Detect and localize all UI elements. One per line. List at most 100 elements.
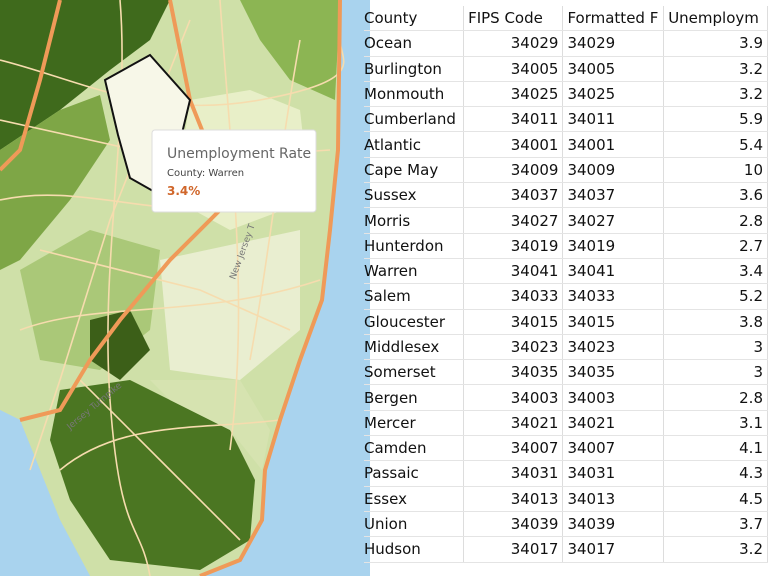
cell[interactable]: 34005 (463, 56, 564, 82)
cell[interactable]: 34023 (463, 334, 564, 361)
table-row: Monmouth 34025 34025 3.2 (364, 81, 768, 108)
cell[interactable]: 3.9 (663, 30, 768, 57)
cell[interactable]: Burlington (364, 56, 465, 82)
cell[interactable]: 5.9 (663, 106, 768, 133)
cell[interactable]: 3.8 (663, 309, 768, 335)
cell[interactable]: FIPS Code (463, 6, 564, 32)
cell[interactable]: 34037 (562, 182, 665, 209)
region (240, 0, 340, 100)
cell[interactable]: Hudson (364, 536, 465, 563)
cell[interactable]: County (364, 6, 465, 32)
cell[interactable]: 34039 (463, 511, 564, 538)
cell[interactable]: Mercer (364, 410, 465, 437)
cell[interactable]: Cape May (364, 157, 465, 184)
cell[interactable]: Bergen (364, 384, 465, 411)
cell[interactable]: 5.4 (663, 131, 768, 158)
cell[interactable]: 3.7 (663, 511, 768, 538)
table-row: Passaic 34031 34031 4.3 (364, 460, 768, 487)
cell[interactable]: 3.4 (663, 258, 768, 285)
cell[interactable]: 34021 (562, 410, 665, 437)
cell[interactable]: Morris (364, 207, 465, 234)
table-row: Ocean 34029 34029 3.9 (364, 30, 768, 57)
cell[interactable]: 3.6 (663, 182, 768, 209)
cell[interactable]: 34041 (562, 258, 665, 285)
cell[interactable]: 34029 (562, 30, 665, 57)
cell[interactable]: Atlantic (364, 131, 465, 158)
cell[interactable]: 34035 (463, 359, 564, 386)
cell[interactable]: 2.7 (663, 233, 768, 259)
cell[interactable]: 3.2 (663, 81, 768, 108)
cell[interactable]: 34009 (562, 157, 665, 184)
cell[interactable]: Passaic (364, 460, 465, 487)
cell[interactable]: 34037 (463, 182, 564, 209)
cell[interactable]: 3.1 (663, 410, 768, 437)
cell[interactable]: 34027 (562, 207, 665, 234)
cell[interactable]: 34023 (562, 334, 665, 361)
tooltip-title: Unemployment Rate (167, 146, 311, 162)
cell[interactable]: 34035 (562, 359, 665, 386)
cell[interactable]: 34009 (463, 157, 564, 184)
cell[interactable]: 34041 (463, 258, 564, 285)
cell[interactable]: 34027 (463, 207, 564, 234)
cell[interactable]: Ocean (364, 30, 465, 57)
cell[interactable]: 34001 (463, 131, 564, 158)
cell[interactable]: 3 (663, 359, 768, 386)
cell[interactable]: 3.2 (663, 536, 768, 563)
cell[interactable]: 34033 (562, 283, 665, 310)
cell[interactable]: 34031 (562, 460, 665, 487)
cell[interactable]: 34013 (562, 486, 665, 512)
cell[interactable]: 2.8 (663, 384, 768, 411)
table-row: Camden 34007 34007 4.1 (364, 435, 768, 462)
cell[interactable]: Cumberland (364, 106, 465, 133)
cell[interactable]: Union (364, 511, 465, 538)
cell[interactable]: 34017 (463, 536, 564, 563)
state-border (0, 0, 342, 576)
cell[interactable]: 34025 (562, 81, 665, 108)
cell[interactable]: Gloucester (364, 309, 465, 335)
cell[interactable]: Unemploym (663, 6, 768, 32)
cell[interactable]: 34013 (463, 486, 564, 512)
cell[interactable]: 4.1 (663, 435, 768, 462)
cell[interactable]: 34031 (463, 460, 564, 487)
cell[interactable]: 10 (663, 157, 768, 184)
cell[interactable]: Salem (364, 283, 465, 310)
cell[interactable]: 34011 (562, 106, 665, 133)
cell[interactable]: 34021 (463, 410, 564, 437)
tooltip: Unemployment Rate County: Warren 3.4% (151, 129, 317, 213)
cell[interactable]: 4.5 (663, 486, 768, 512)
cell[interactable]: Somerset (364, 359, 465, 386)
cell[interactable]: 4.3 (663, 460, 768, 487)
cell[interactable]: 34019 (463, 233, 564, 259)
cell[interactable]: 34001 (562, 131, 665, 158)
cell[interactable]: 34039 (562, 511, 665, 538)
cell[interactable]: 34003 (562, 384, 665, 411)
cell[interactable]: 34015 (562, 309, 665, 335)
cell[interactable]: Monmouth (364, 81, 465, 108)
cell[interactable]: 34017 (562, 536, 665, 563)
cell[interactable]: Essex (364, 486, 465, 512)
cell[interactable]: Sussex (364, 182, 465, 209)
cell[interactable]: 34007 (562, 435, 665, 462)
cell[interactable]: 34019 (562, 233, 665, 259)
region (90, 310, 150, 380)
table-row: Gloucester 34015 34015 3.8 (364, 309, 768, 335)
cell[interactable]: 34033 (463, 283, 564, 310)
cell[interactable]: 5.2 (663, 283, 768, 310)
cell[interactable]: 2.8 (663, 207, 768, 234)
cell[interactable]: 34025 (463, 81, 564, 108)
cell[interactable]: 34007 (463, 435, 564, 462)
cell[interactable]: Camden (364, 435, 465, 462)
cell[interactable]: Warren (364, 258, 465, 285)
cell[interactable]: 34005 (562, 56, 665, 82)
table-row: Essex 34013 34013 4.5 (364, 486, 768, 512)
cell[interactable]: 34029 (463, 30, 564, 57)
cell[interactable]: 3.2 (663, 56, 768, 82)
cell[interactable]: Middlesex (364, 334, 465, 361)
cell[interactable]: Formatted F (562, 6, 665, 32)
cell[interactable]: 34015 (463, 309, 564, 335)
cell[interactable]: 3 (663, 334, 768, 361)
cell[interactable]: Hunterdon (364, 233, 465, 259)
cell[interactable]: 34011 (463, 106, 564, 133)
cell[interactable]: 34003 (463, 384, 564, 411)
